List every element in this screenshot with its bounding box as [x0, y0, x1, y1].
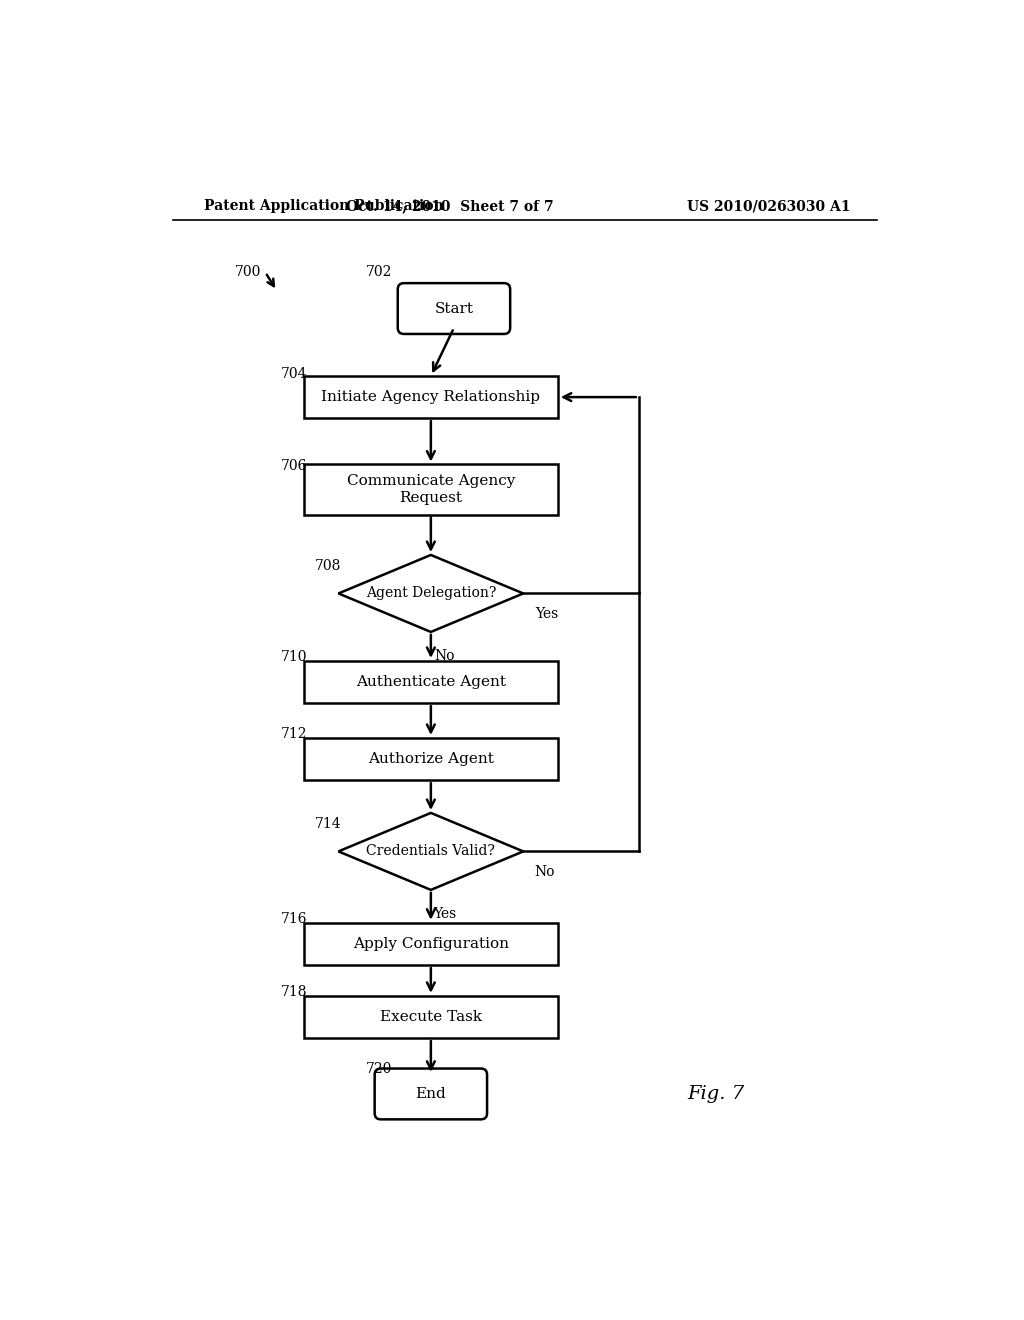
- Text: 720: 720: [366, 1063, 392, 1076]
- FancyBboxPatch shape: [397, 284, 510, 334]
- Bar: [304, 923, 558, 965]
- Text: Agent Delegation?: Agent Delegation?: [366, 586, 496, 601]
- Text: Yes: Yes: [535, 607, 558, 622]
- Text: Initiate Agency Relationship: Initiate Agency Relationship: [322, 391, 541, 404]
- Text: Authorize Agent: Authorize Agent: [368, 752, 494, 766]
- Text: 702: 702: [366, 265, 392, 280]
- Bar: [304, 661, 558, 704]
- Text: No: No: [434, 649, 455, 663]
- Text: 700: 700: [234, 265, 261, 280]
- Text: Execute Task: Execute Task: [380, 1010, 482, 1024]
- Text: 704: 704: [281, 367, 307, 381]
- Text: US 2010/0263030 A1: US 2010/0263030 A1: [687, 199, 851, 213]
- Text: 714: 714: [315, 817, 342, 832]
- Bar: [304, 738, 558, 780]
- Text: End: End: [416, 1086, 446, 1101]
- Text: Apply Configuration: Apply Configuration: [353, 937, 509, 950]
- Text: Communicate Agency
Request: Communicate Agency Request: [347, 474, 515, 504]
- Text: Patent Application Publication: Patent Application Publication: [204, 199, 443, 213]
- Text: 718: 718: [281, 985, 307, 999]
- Polygon shape: [339, 813, 523, 890]
- Text: 706: 706: [281, 459, 307, 474]
- Text: Authenticate Agent: Authenticate Agent: [356, 675, 506, 689]
- Bar: [304, 465, 558, 515]
- FancyBboxPatch shape: [375, 1069, 487, 1119]
- Polygon shape: [339, 554, 523, 632]
- Text: No: No: [535, 866, 555, 879]
- Bar: [304, 376, 558, 418]
- Text: Fig. 7: Fig. 7: [687, 1085, 744, 1104]
- Text: Credentials Valid?: Credentials Valid?: [367, 845, 496, 858]
- Text: 708: 708: [315, 560, 342, 573]
- Text: 710: 710: [281, 651, 307, 664]
- Bar: [304, 995, 558, 1038]
- Text: 716: 716: [281, 912, 307, 927]
- Text: 712: 712: [281, 727, 307, 742]
- Text: Oct. 14, 2010  Sheet 7 of 7: Oct. 14, 2010 Sheet 7 of 7: [346, 199, 554, 213]
- Text: Yes: Yes: [433, 907, 457, 921]
- Text: Start: Start: [434, 301, 473, 315]
